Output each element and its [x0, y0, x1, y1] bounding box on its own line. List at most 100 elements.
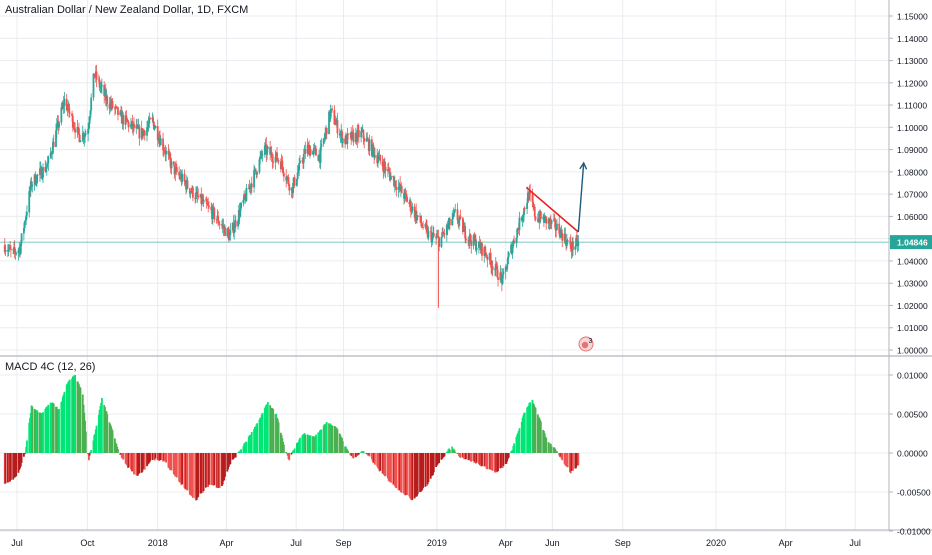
candle-body: [213, 208, 216, 220]
macd-bar: [122, 453, 125, 460]
candle-body: [572, 241, 574, 250]
candle-body: [82, 132, 85, 139]
candle-body: [138, 126, 141, 139]
macd-bar: [325, 422, 328, 453]
candle-body: [383, 162, 386, 167]
macd-bar: [362, 451, 365, 453]
candle-body: [146, 125, 149, 128]
macd-bar: [320, 429, 323, 453]
macd-bar: [577, 453, 580, 466]
macd-bar: [36, 411, 39, 453]
candle-body: [125, 115, 128, 119]
candle-body: [29, 181, 32, 192]
candle-body: [523, 207, 525, 216]
candle-body: [528, 191, 531, 200]
candle-body: [260, 152, 263, 155]
candle-body: [15, 253, 18, 254]
candle-body: [271, 157, 274, 162]
candle-body: [286, 177, 288, 181]
macd-bar: [374, 453, 376, 465]
candle-body: [452, 212, 455, 214]
candle-body: [516, 229, 519, 238]
candle-body: [464, 226, 467, 239]
candle-body: [452, 212, 454, 220]
candle-body: [296, 178, 298, 186]
candle-body: [478, 241, 481, 246]
price-axis-label: 1.13000: [897, 56, 928, 66]
candle-body: [371, 144, 374, 156]
candle-body: [445, 224, 448, 235]
candle-body: [226, 228, 229, 237]
candle-body: [181, 173, 184, 182]
candle-body: [243, 194, 246, 200]
macd-bar: [79, 387, 82, 453]
candle-body: [147, 123, 150, 126]
candle-body: [301, 160, 304, 162]
candle-body: [217, 215, 220, 224]
macd-bar: [363, 452, 366, 454]
candle-body: [426, 226, 428, 229]
macd-bar: [100, 397, 103, 453]
candle-body: [36, 174, 39, 176]
candle-body: [14, 251, 17, 254]
candle-body: [227, 228, 229, 233]
candle-body: [302, 153, 305, 163]
candle-body: [39, 168, 41, 175]
candle-body: [484, 252, 487, 256]
candle-body: [384, 166, 387, 171]
macd-bar: [202, 453, 205, 491]
candle-body: [470, 240, 473, 246]
candle-body: [368, 139, 371, 152]
candle-body: [404, 191, 407, 194]
candle-body: [228, 234, 231, 241]
candle-body: [233, 228, 236, 234]
candle-body: [420, 222, 423, 225]
candle-body: [339, 133, 342, 136]
macd-bar: [357, 453, 360, 455]
macd-bar: [550, 446, 553, 453]
candle-body: [250, 183, 253, 188]
candle-body: [410, 210, 413, 212]
candle-body: [299, 160, 301, 163]
candle-body: [87, 123, 90, 129]
candle-body: [459, 216, 462, 218]
candle-body: [544, 215, 547, 217]
candle-body: [502, 271, 505, 275]
candle-body: [143, 130, 146, 136]
candle-body: [574, 246, 577, 250]
macd-bar: [181, 453, 184, 485]
macd-bar: [24, 453, 27, 454]
macd-bar: [149, 453, 151, 462]
macd-bar: [165, 453, 168, 463]
time-axis-label: Jul: [11, 538, 23, 548]
candle-body: [556, 223, 558, 230]
candle-body: [283, 173, 285, 177]
candle-body: [237, 221, 239, 227]
candle-body: [474, 239, 477, 251]
macd-bar: [261, 413, 264, 453]
candle-body: [156, 125, 159, 140]
candle-body: [178, 172, 181, 176]
macd-bar: [384, 453, 387, 477]
macd-bar: [416, 453, 419, 495]
candle-body: [361, 131, 363, 133]
macd-bar: [453, 449, 456, 453]
candle-body: [66, 108, 69, 111]
candle-body: [111, 101, 114, 108]
candle-body: [372, 144, 375, 150]
candle-body: [71, 115, 74, 128]
candle-body: [7, 249, 10, 252]
candle-body: [309, 149, 312, 155]
price-axis-label: 1.12000: [897, 78, 928, 88]
candle-body: [507, 256, 509, 265]
candle-body: [202, 199, 205, 203]
candle-body: [379, 154, 382, 161]
price-axis-label: 1.02000: [897, 301, 928, 311]
candle-body: [126, 121, 129, 123]
macd-bar: [175, 453, 178, 478]
candle-body: [335, 122, 337, 125]
candle-body: [222, 225, 225, 229]
macd-bar: [283, 444, 285, 453]
candle-body: [558, 223, 561, 234]
candle-body: [532, 201, 535, 208]
